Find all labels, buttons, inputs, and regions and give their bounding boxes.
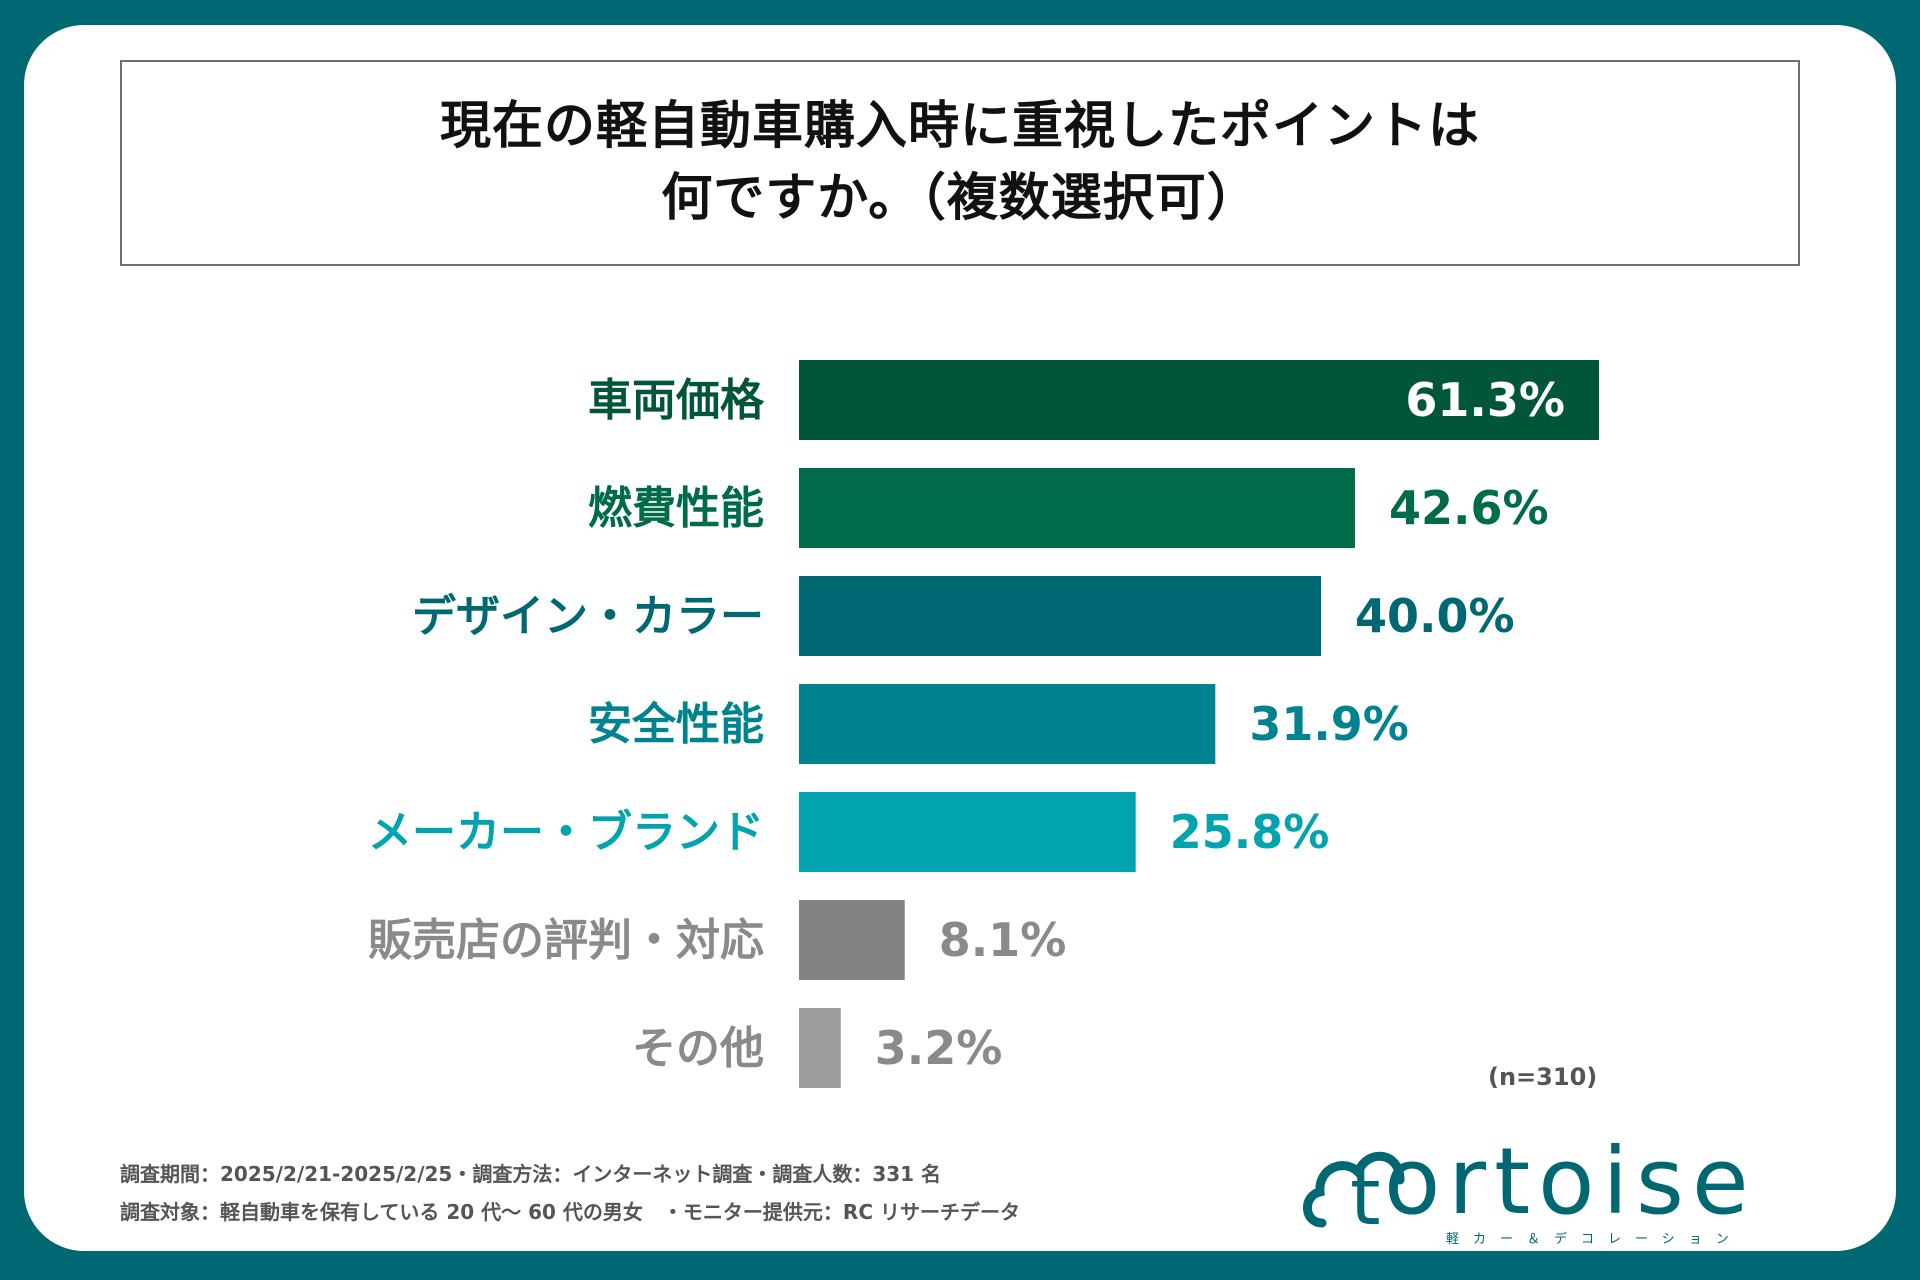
logo-t-cloud-icon: t <box>1303 1151 1405 1238</box>
bar <box>799 360 1599 440</box>
value-label: 42.6% <box>1389 481 1549 535</box>
value-label: 8.1% <box>939 913 1067 967</box>
category-label: その他 <box>632 1023 764 1074</box>
value-label: 61.3% <box>1405 373 1565 427</box>
category-label: デザイン・カラー <box>412 591 764 642</box>
logo-subtitle: 軽カー＆デコレーション <box>1446 1232 1743 1247</box>
title-box: 現在の軽自動車購入時に重視したポイントは 何ですか。（複数選択可） <box>120 60 1800 266</box>
category-label: 販売店の評判・対応 <box>368 915 764 966</box>
title-line-1: 現在の軽自動車購入時に重視したポイントは <box>439 97 1480 156</box>
tortoise-logo: t ortoise 軽カー＆デコレーション <box>1300 1128 1820 1248</box>
bar <box>799 576 1322 656</box>
value-label: 40.0% <box>1355 589 1515 643</box>
bar <box>799 1008 841 1088</box>
sample-size-note: (n=310) <box>1488 1063 1598 1091</box>
value-label: 3.2% <box>875 1021 1003 1075</box>
footer-survey-period: 調査期間：2025/2/21-2025/2/25・調査方法：インターネット調査・… <box>120 1162 942 1186</box>
logo-wordmark: ortoise <box>1384 1128 1757 1235</box>
value-label: 31.9% <box>1249 697 1409 751</box>
category-label: 安全性能 <box>588 699 764 750</box>
bar <box>799 792 1136 872</box>
bar <box>799 900 905 980</box>
value-label: 25.8% <box>1170 805 1330 859</box>
bar <box>799 468 1355 548</box>
title-line-2: 何ですか。（複数選択可） <box>661 169 1259 228</box>
category-label: メーカー・ブランド <box>368 807 764 858</box>
footer-survey-target: 調査対象：軽自動車を保有している 20 代～ 60 代の男女 ・モニター提供元：… <box>120 1200 1020 1224</box>
category-label: 燃費性能 <box>588 483 764 534</box>
bar <box>799 684 1216 764</box>
category-label: 車両価格 <box>588 375 765 426</box>
logo-letter-t: t <box>1350 1153 1381 1238</box>
